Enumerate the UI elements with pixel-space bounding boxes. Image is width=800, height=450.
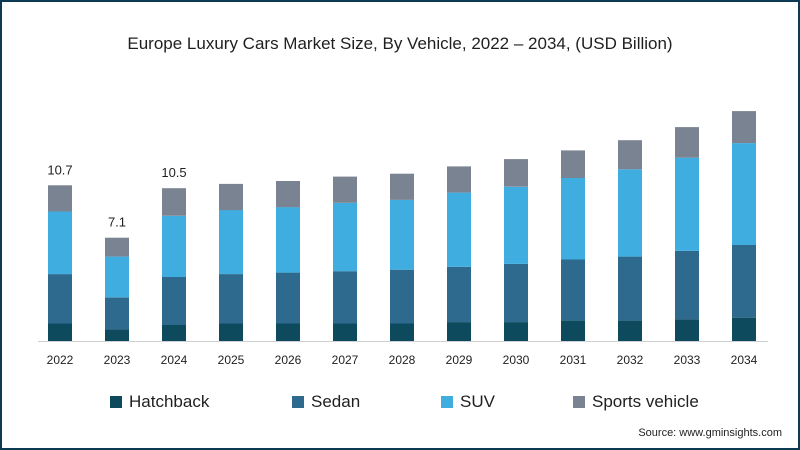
bar-suv-2028 — [390, 199, 414, 270]
x-tick-label-2032: 2032 — [617, 353, 644, 367]
bar-sedan-2034 — [732, 245, 756, 318]
legend: Hatchback Sedan SUV Sports vehicle — [0, 392, 800, 416]
bar-suv-2023 — [105, 256, 129, 298]
bar-sports-vehicle-2025 — [219, 183, 243, 211]
bar-hatchback-2026 — [276, 323, 300, 341]
bar-suv-2031 — [561, 178, 585, 260]
bar-hatchback-2022 — [48, 323, 72, 341]
bar-suv-2025 — [219, 210, 243, 274]
bar-sports-vehicle-2030 — [504, 159, 528, 187]
bar-sedan-2032 — [618, 256, 642, 321]
bar-hatchback-2033 — [675, 319, 699, 341]
bar-hatchback-2030 — [504, 322, 528, 341]
bar-sports-vehicle-2024 — [162, 188, 186, 216]
bar-suv-2033 — [675, 157, 699, 251]
legend-item-suv: SUV — [441, 392, 495, 412]
bar-hatchback-2023 — [105, 329, 129, 341]
bar-sports-vehicle-2029 — [447, 166, 471, 193]
bar-sedan-2033 — [675, 250, 699, 320]
x-tick-label-2022: 2022 — [47, 353, 74, 367]
bar-sedan-2023 — [105, 297, 129, 330]
data-labels: 10.7 7.1 10.5 — [47, 162, 186, 229]
bar-suv-2027 — [333, 202, 357, 272]
bar-sedan-2027 — [333, 271, 357, 324]
legend-swatch-hatchback — [110, 396, 122, 408]
legend-label-hatchback: Hatchback — [129, 392, 210, 411]
bar-hatchback-2034 — [732, 317, 756, 341]
bar-suv-2034 — [732, 143, 756, 245]
x-tick-label-2027: 2027 — [332, 353, 359, 367]
bar-sports-vehicle-2033 — [675, 127, 699, 158]
bar-hatchback-2024 — [162, 325, 186, 341]
legend-swatch-sedan — [292, 396, 304, 408]
bar-sports-vehicle-2034 — [732, 111, 756, 144]
legend-item-hatchback: Hatchback — [110, 392, 209, 412]
bar-sedan-2031 — [561, 259, 585, 321]
bar-suv-2030 — [504, 186, 528, 264]
bar-hatchback-2029 — [447, 322, 471, 341]
legend-swatch-sports-vehicle — [573, 396, 585, 408]
bar-hatchback-2028 — [390, 323, 414, 341]
x-tick-label-2024: 2024 — [161, 353, 188, 367]
legend-label-suv: SUV — [460, 392, 495, 411]
x-tick-label-2031: 2031 — [560, 353, 587, 367]
legend-item-sedan: Sedan — [292, 392, 360, 412]
x-tick-label-2028: 2028 — [389, 353, 416, 367]
bar-sedan-2029 — [447, 266, 471, 323]
bar-sports-vehicle-2023 — [105, 237, 129, 257]
bar-sports-vehicle-2028 — [390, 173, 414, 200]
x-tick-label-2029: 2029 — [446, 353, 473, 367]
x-tick-label-2030: 2030 — [503, 353, 530, 367]
bar-sedan-2030 — [504, 263, 528, 323]
legend-swatch-suv — [441, 396, 453, 408]
x-axis-ticks: 2022 2023 2024 2025 2026 2027 2028 2029 2030 2031… — [47, 353, 758, 367]
bar-suv-2026 — [276, 207, 300, 273]
source-note: Source: www.gminsights.com — [638, 427, 782, 439]
bar-sports-vehicle-2027 — [333, 176, 357, 203]
legend-label-sedan: Sedan — [311, 392, 361, 411]
bar-sedan-2022 — [48, 274, 72, 324]
chart-title: Europe Luxury Cars Market Size, By Vehic… — [127, 34, 673, 53]
bar-hatchback-2032 — [618, 320, 642, 341]
bar-hatchback-2031 — [561, 320, 585, 341]
bar-suv-2029 — [447, 192, 471, 267]
data-label-2022: 10.7 — [47, 162, 72, 177]
bar-sedan-2024 — [162, 277, 186, 325]
legend-label-sports-vehicle: Sports vehicle — [592, 392, 699, 411]
legend-item-sports-vehicle: Sports vehicle — [573, 392, 699, 412]
bar-sedan-2026 — [276, 272, 300, 324]
bar-series-group — [48, 111, 756, 341]
data-label-2024: 10.5 — [161, 165, 186, 180]
x-tick-label-2033: 2033 — [674, 353, 701, 367]
data-label-2023: 7.1 — [108, 215, 126, 230]
x-tick-label-2034: 2034 — [731, 353, 758, 367]
bar-hatchback-2025 — [219, 323, 243, 341]
bar-hatchback-2027 — [333, 323, 357, 341]
bar-suv-2024 — [162, 215, 186, 277]
bar-sports-vehicle-2032 — [618, 140, 642, 170]
bar-sports-vehicle-2026 — [276, 181, 300, 208]
bar-suv-2022 — [48, 211, 72, 275]
x-tick-label-2026: 2026 — [275, 353, 302, 367]
bar-sedan-2028 — [390, 269, 414, 324]
bar-sports-vehicle-2031 — [561, 150, 585, 178]
bar-suv-2032 — [618, 169, 642, 257]
x-tick-label-2023: 2023 — [104, 353, 131, 367]
bar-sedan-2025 — [219, 274, 243, 324]
bar-sports-vehicle-2022 — [48, 185, 72, 212]
x-tick-label-2025: 2025 — [218, 353, 245, 367]
